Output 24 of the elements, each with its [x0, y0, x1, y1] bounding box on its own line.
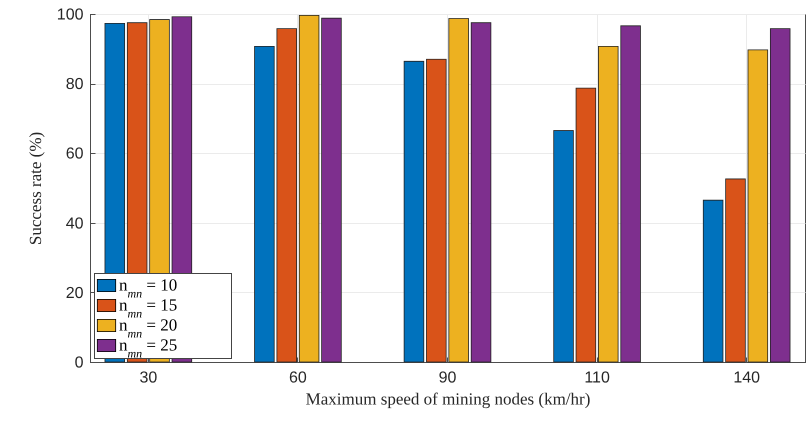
x-tick-label: 110: [584, 370, 610, 386]
bar: [404, 60, 424, 362]
bar: [470, 22, 492, 362]
bar: [748, 49, 768, 362]
legend-label: n$_{mn}$ = 10: [119, 276, 178, 300]
x-tick-label: 30: [139, 370, 158, 386]
bar: [448, 18, 469, 362]
y-tick-label: 80: [66, 76, 84, 94]
bar: [426, 58, 447, 362]
x-tick-label: 60: [289, 370, 307, 386]
y-tick-label: 0: [74, 354, 84, 372]
x-axis-title: Maximum speed of mining nodes (km/hr): [306, 390, 590, 408]
bar: [254, 46, 275, 362]
y-tick-label: 40: [66, 215, 84, 232]
y-axis-title: Success rate (%): [26, 132, 45, 246]
bar: [598, 46, 618, 362]
y-tick-label: 100: [56, 6, 84, 24]
y-tick-label: 60: [66, 146, 84, 163]
bar: [620, 25, 641, 362]
bar: [770, 28, 790, 362]
y-tick-label: 20: [66, 284, 84, 302]
x-tick-label: 90: [438, 370, 456, 386]
x-tick-label: 140: [733, 370, 760, 386]
bar: [276, 28, 297, 362]
